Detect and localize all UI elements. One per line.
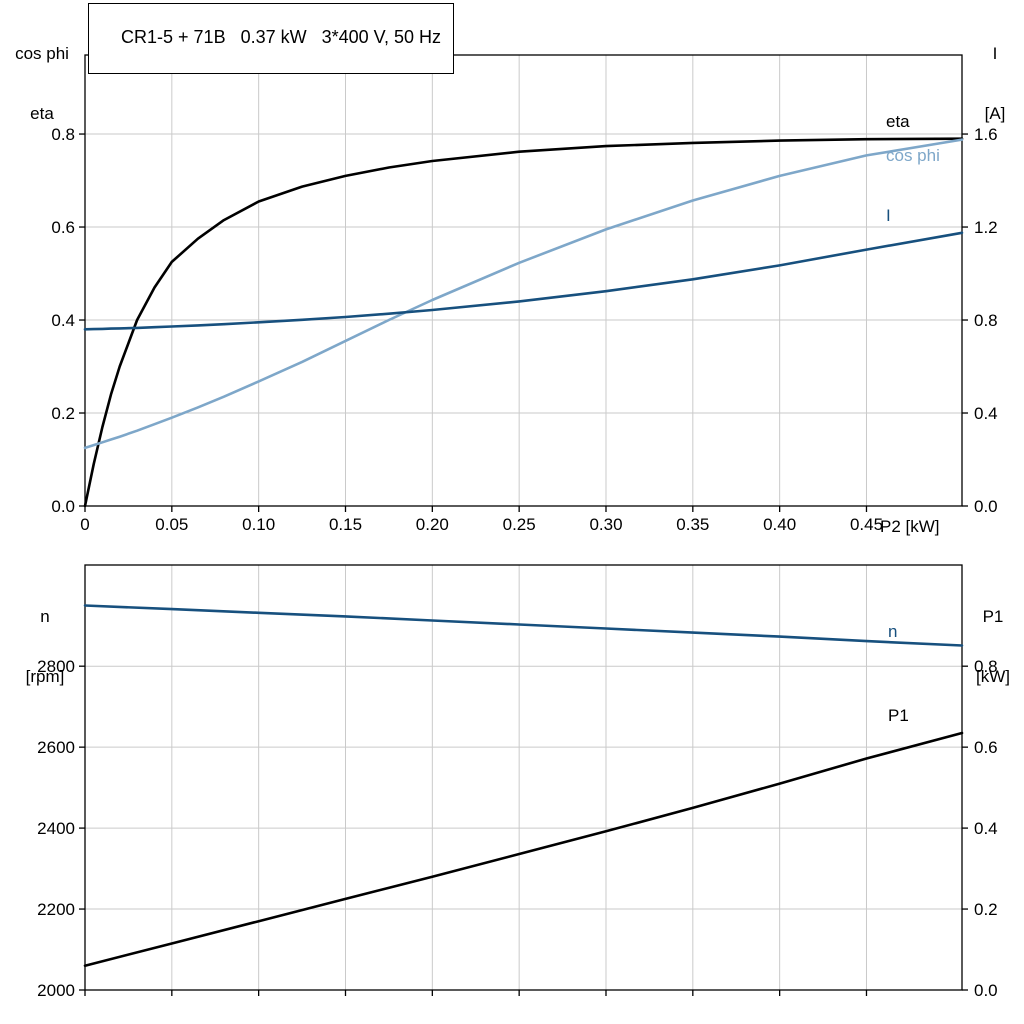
- left-tick-label: 0.0: [51, 497, 75, 516]
- chart-title-box: CR1-5 + 71B 0.37 kW 3*400 V, 50 Hz: [88, 3, 455, 74]
- right-axis-title-bottom-line2: [kW]: [976, 667, 1010, 686]
- left-axis-title-top: cos phi eta: [6, 4, 78, 164]
- left-axis-title-line1: cos phi: [15, 44, 69, 63]
- cos-phi-curve: [83, 138, 964, 450]
- right-tick-label: 1.6: [974, 125, 998, 144]
- x-tick-label: 0.10: [242, 515, 275, 534]
- left-tick-label: 2800: [37, 657, 75, 676]
- x-tick-label: 0.05: [155, 515, 188, 534]
- left-tick-label: 2600: [37, 738, 75, 757]
- left-tick-label: 0.4: [51, 311, 75, 330]
- right-tick-label: 1.2: [974, 218, 998, 237]
- x-tick-label: 0.40: [763, 515, 796, 534]
- right-tick-label: 0.8: [974, 657, 998, 676]
- right-tick-label: 0.8: [974, 311, 998, 330]
- x-axis-label: P2 [kW]: [880, 517, 940, 536]
- x-tick-label: 0.45: [850, 515, 883, 534]
- x-tick-label: 0.25: [503, 515, 536, 534]
- x-tick-label: 0: [80, 515, 89, 534]
- x-tick-label: 0.30: [589, 515, 622, 534]
- eta-curve: [83, 137, 964, 508]
- x-tick-label: 0.15: [329, 515, 362, 534]
- plot-frame: [84, 564, 963, 991]
- right-tick-label: 0.4: [974, 404, 998, 423]
- right-tick-label: 0.0: [974, 981, 998, 1000]
- left-tick-label: 2000: [37, 981, 75, 1000]
- left-axis-title-line2: eta: [30, 104, 54, 123]
- power-curve-label: P1: [888, 706, 909, 725]
- left-tick-label: 0.6: [51, 218, 75, 237]
- left-tick-label: 0.2: [51, 404, 75, 423]
- current-curve-label: I: [886, 206, 891, 225]
- p1-curve: [83, 731, 964, 968]
- left-tick-label: 2200: [37, 900, 75, 919]
- right-tick-label: 0.0: [974, 497, 998, 516]
- right-tick-label: 0.2: [974, 900, 998, 919]
- right-axis-title-bottom: P1 [kW]: [964, 567, 1022, 727]
- top-chart-canvas: 0 0.05 0.10 0.15 0.20 0.25 0.30 0.35 0.40 0.45 0.0…: [51, 54, 998, 534]
- bottom-chart-canvas: 2000 2200 2400 2600 2800 0.0 0.2 0.4 0.6 0.8: [37, 564, 998, 1000]
- n-curve: [83, 604, 964, 647]
- left-tick-label: 2400: [37, 819, 75, 838]
- i-curve: [83, 231, 964, 331]
- left-tick-label: 0.8: [51, 125, 75, 144]
- x-tick-label: 0.35: [676, 515, 709, 534]
- x-tick-label: 0.20: [416, 515, 449, 534]
- right-axis-title-top: I [A]: [970, 4, 1020, 164]
- cos-phi-curve-label: cos phi: [886, 146, 940, 165]
- right-tick-label: 0.4: [974, 819, 998, 838]
- plot-frame: [84, 54, 963, 507]
- right-axis-title-line2: [A]: [984, 104, 1006, 123]
- right-tick-label: 0.6: [974, 738, 998, 757]
- speed-curve-label: n: [888, 622, 898, 641]
- chart-title: CR1-5 + 71B 0.37 kW 3*400 V, 50 Hz: [121, 27, 442, 47]
- right-axis-title-bottom-line1: P1: [982, 607, 1004, 626]
- left-axis-title-bottom-line1: n: [40, 607, 50, 626]
- eta-curve-label: eta: [886, 112, 910, 131]
- right-axis-title-line1: I: [992, 44, 998, 63]
- left-axis-title-bottom-line2: [rpm]: [25, 667, 65, 686]
- left-axis-title-bottom: n [rpm]: [10, 567, 80, 727]
